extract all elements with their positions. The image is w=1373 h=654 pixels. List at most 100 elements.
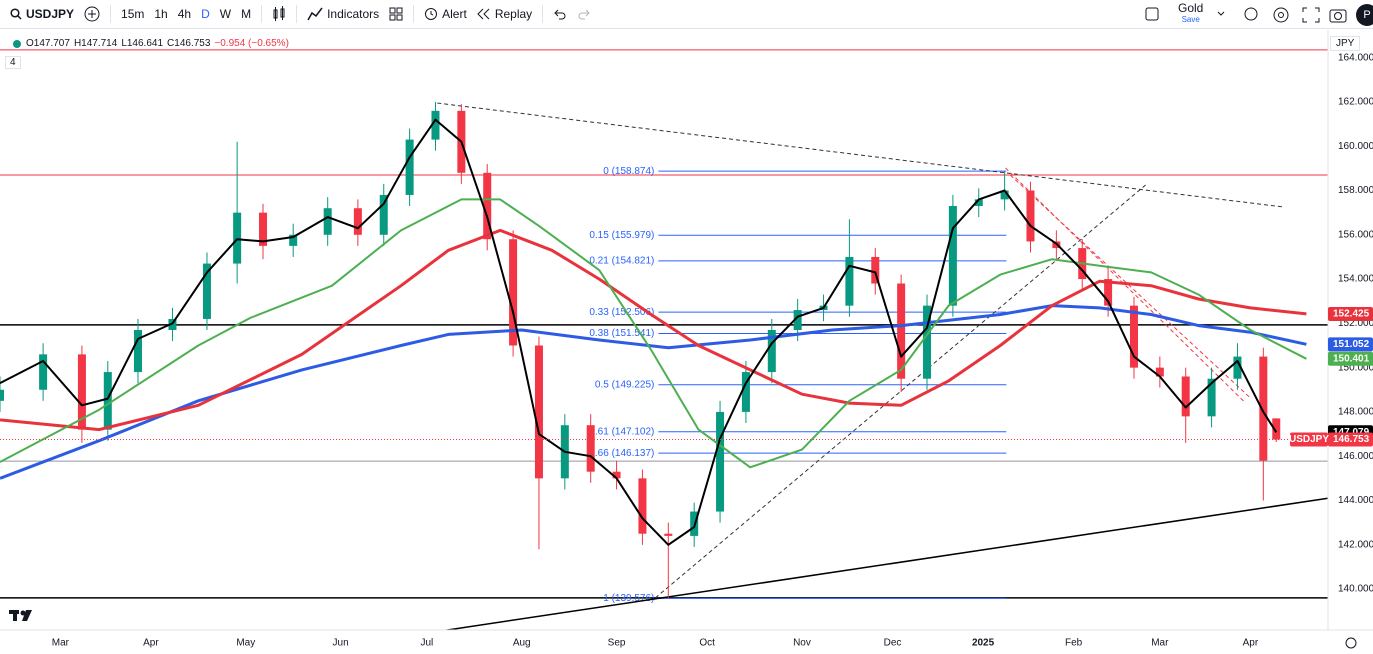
- candle-body: [974, 199, 983, 207]
- time-axis: [0, 630, 1328, 654]
- candle-body: [1272, 418, 1281, 440]
- chart-type-button[interactable]: [272, 6, 286, 22]
- candle-body: [1000, 190, 1009, 200]
- y-tick-label: 156.000: [1338, 229, 1373, 240]
- ma-price-label-bg: [1328, 337, 1373, 352]
- candle-body: [1259, 356, 1268, 461]
- fib-label: 0.61 (147.102): [589, 426, 654, 437]
- trendline: [1009, 174, 1251, 399]
- tv-logo: [9, 610, 32, 621]
- grid-icon: [389, 7, 403, 21]
- x-tick-label: Sep: [608, 638, 626, 649]
- interval-selected[interactable]: D: [201, 7, 210, 21]
- candle-body: [716, 411, 725, 512]
- indicator-toggle[interactable]: 4: [5, 56, 21, 69]
- candle-body: [1181, 376, 1190, 417]
- ohlc-value: O147.707: [26, 38, 70, 49]
- currency-button[interactable]: JPY: [1330, 36, 1361, 51]
- search-icon: [10, 8, 22, 20]
- candle-body: [1233, 356, 1242, 379]
- last-price-label-bg: [1328, 432, 1373, 447]
- ma-price-label: 147.079: [1333, 427, 1370, 438]
- moving-average: [0, 304, 1307, 480]
- plan-badge[interactable]: Gold Save: [1178, 2, 1203, 25]
- y-tick-label: 162.000: [1338, 97, 1373, 108]
- candle-body: [103, 372, 112, 430]
- y-tick-label: 148.000: [1338, 407, 1373, 418]
- separator: [110, 5, 112, 23]
- x-tick-label: Feb: [1065, 638, 1083, 649]
- plan-action: Save: [1181, 15, 1200, 24]
- y-tick-label: 164.000: [1338, 52, 1373, 63]
- fib-label: 1 (139.576): [603, 593, 654, 604]
- indicators-button[interactable]: Indicators: [307, 7, 379, 21]
- candle-body: [845, 256, 854, 306]
- interval[interactable]: W: [219, 7, 232, 21]
- y-tick-label: 142.000: [1338, 539, 1373, 550]
- replay-button[interactable]: Replay: [477, 7, 532, 21]
- button-label: Indicators: [327, 7, 380, 21]
- indicator-count: 4: [10, 57, 16, 68]
- candle-body: [664, 533, 673, 536]
- plus-icon: [84, 6, 100, 22]
- y-tick-label: 140.000: [1338, 584, 1373, 595]
- redo-button[interactable]: [577, 8, 591, 20]
- candle-body: [1207, 378, 1216, 417]
- y-tick-label: 160.000: [1338, 141, 1373, 152]
- y-tick-label: 158.000: [1338, 185, 1373, 196]
- ma-price-label: 152.425: [1333, 309, 1370, 320]
- replay-icon: [477, 8, 490, 20]
- candle-body: [259, 212, 268, 246]
- compare-button[interactable]: [84, 6, 100, 22]
- fib-label: 0.21 (154.821): [589, 256, 654, 267]
- symbol-label-bg: [1290, 432, 1328, 447]
- candle-body: [1129, 305, 1138, 368]
- candle-body: [509, 239, 518, 346]
- x-tick-label: May: [236, 638, 255, 649]
- plot-area: 0 (158.874) 0.15 (155.979) 0.21 (154.821) 0…: [0, 49, 1329, 635]
- candle-body: [897, 283, 906, 379]
- fib-label: 0.5 (149.225): [595, 379, 655, 390]
- separator: [261, 5, 263, 23]
- dropdown-caret[interactable]: [1216, 9, 1226, 19]
- candle-body: [948, 206, 957, 306]
- interval[interactable]: 4h: [177, 7, 192, 21]
- indicators-icon: [307, 7, 323, 21]
- ma-price-label-bg: [1328, 351, 1373, 366]
- moving-average: [0, 118, 1278, 546]
- candle-body: [379, 194, 388, 235]
- interval[interactable]: 15m: [121, 7, 145, 21]
- fib-label: 0 (158.874): [603, 166, 654, 177]
- symbol-search[interactable]: USDJPY: [10, 7, 74, 21]
- fib-label: 0.66 (146.137): [589, 448, 654, 459]
- separator: [542, 5, 544, 23]
- candle-body: [871, 256, 880, 284]
- status-dot: [13, 39, 21, 48]
- symbol-label: USDJPY: [1289, 434, 1329, 445]
- avatar[interactable]: P: [1356, 4, 1373, 26]
- candle-body: [39, 354, 48, 390]
- interval[interactable]: 1h: [154, 7, 168, 21]
- last-price-label: 146.753: [1333, 434, 1370, 445]
- alert-button[interactable]: Alert: [424, 7, 467, 21]
- candle-body: [1026, 190, 1035, 242]
- candle-body: [1155, 367, 1164, 377]
- y-tick-label: 150.000: [1338, 362, 1373, 373]
- fib-label: 0.15 (155.979): [589, 230, 654, 241]
- layouts-button[interactable]: [389, 7, 403, 21]
- settings-icon[interactable]: [1345, 637, 1357, 649]
- candle-body: [431, 110, 440, 140]
- candle-body: [233, 212, 242, 264]
- ohlc-value: C146.753: [167, 38, 211, 49]
- toolbar-icons[interactable]: [1243, 6, 1353, 24]
- fullscreen-toggle[interactable]: [1145, 7, 1159, 21]
- ohlc-value: L146.641: [121, 38, 164, 49]
- ma-price-label-bg: [1328, 306, 1373, 321]
- undo-button[interactable]: [553, 8, 567, 20]
- candle-body: [353, 208, 362, 235]
- change: −0.954 (−0.65%): [214, 38, 289, 49]
- fib-label: 0.38 (151.541): [589, 328, 654, 339]
- interval[interactable]: M: [241, 7, 252, 21]
- candle-body: [483, 172, 492, 240]
